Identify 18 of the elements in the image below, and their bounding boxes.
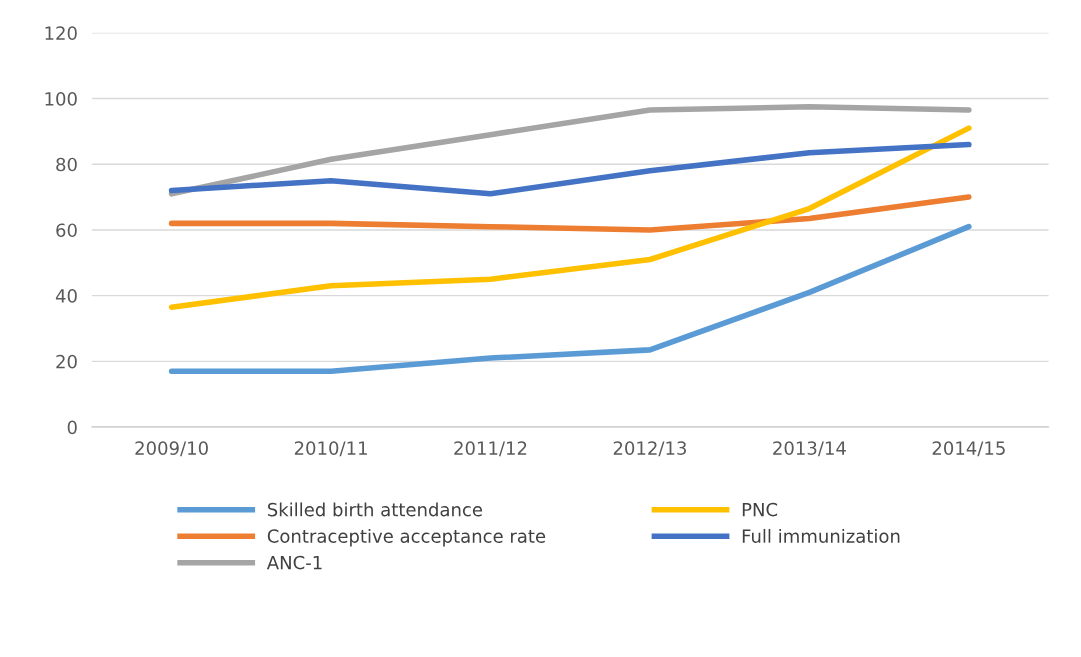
legend-label: Full immunization bbox=[742, 528, 900, 543]
y-tick-label: 20 bbox=[56, 354, 77, 369]
legend-label: Contraceptive acceptance rate bbox=[267, 528, 546, 547]
y-tick-label: 60 bbox=[56, 223, 77, 238]
legend-label: Skilled birth attendance bbox=[267, 502, 483, 517]
y-tick-label: 100 bbox=[45, 92, 77, 106]
legend-label: ANC-1 bbox=[266, 555, 322, 570]
x-tick-label: 2013/14 bbox=[773, 441, 846, 457]
y-tick-label: 0 bbox=[67, 420, 77, 435]
x-tick-label: 2014/15 bbox=[932, 441, 1005, 457]
y-tick-label: 120 bbox=[45, 26, 77, 40]
y-tick-label: 40 bbox=[55, 289, 77, 303]
x-tick-label: 2011/12 bbox=[454, 441, 527, 457]
legend-label: PNC bbox=[742, 502, 778, 517]
x-tick-label: 2010/11 bbox=[294, 441, 367, 457]
y-tick-label: 80 bbox=[56, 157, 77, 172]
x-tick-label: 2009/10 bbox=[135, 441, 208, 457]
x-tick-label: 2012/13 bbox=[613, 441, 687, 457]
